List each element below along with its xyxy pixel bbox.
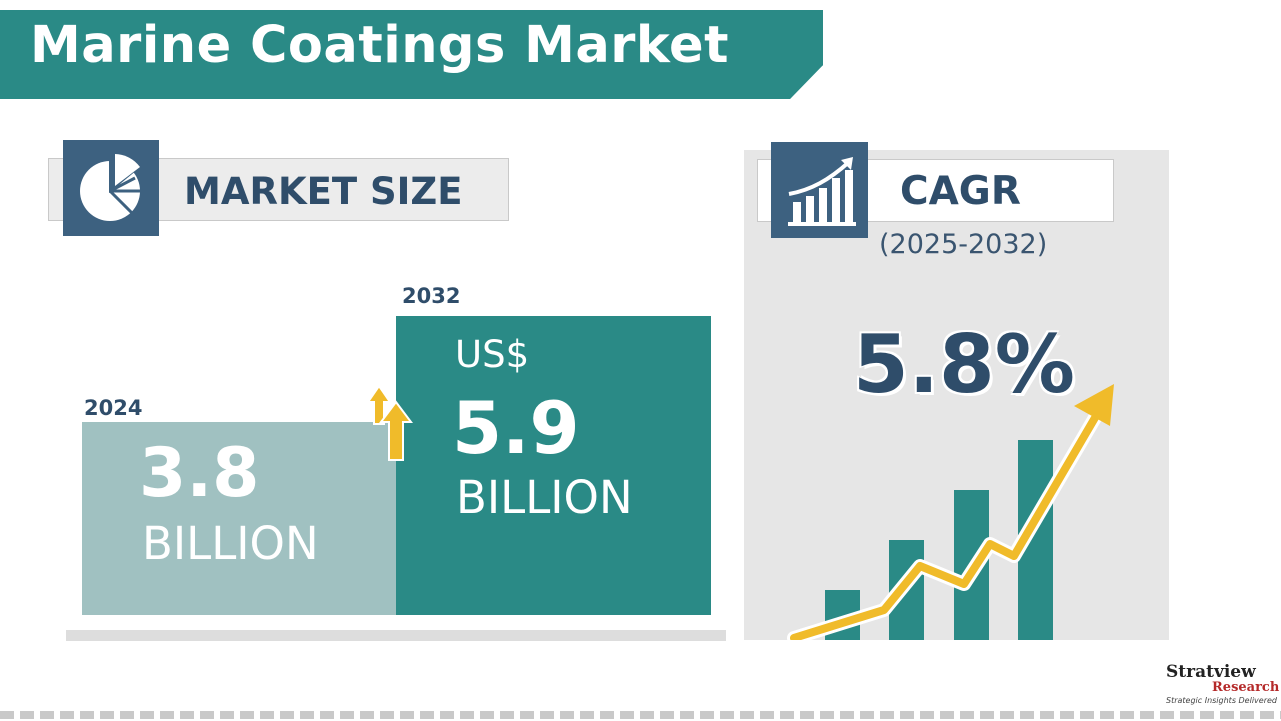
- unit-2032: BILLION: [456, 471, 633, 524]
- trend-arrow-line: [790, 412, 1100, 640]
- cagr-growth-chart: [787, 384, 1114, 640]
- value-2032: 5.9: [452, 386, 580, 470]
- trend-arrow-head: [1074, 384, 1114, 426]
- growth-arrows-icon: [366, 384, 413, 461]
- bar-2024: [82, 422, 398, 615]
- pie-chart-icon: [63, 140, 159, 236]
- bar-2032: [396, 316, 711, 615]
- bar-year-2032: 2032: [402, 284, 461, 308]
- cagr-value: 5.8%: [853, 318, 1075, 411]
- title-banner: [0, 10, 823, 99]
- logo-tagline: Strategic Insights Delivered: [1166, 696, 1277, 705]
- currency-2032: US$: [455, 333, 530, 376]
- bar-baseline: [66, 630, 726, 641]
- bar-year-2024: 2024: [84, 396, 143, 420]
- stratview-logo: Stratview Research Strategic Insights De…: [1162, 658, 1280, 708]
- unit-2024: BILLION: [142, 517, 319, 570]
- logo-sub: Research: [1212, 680, 1280, 695]
- cagr-period: (2025-2032): [879, 229, 1048, 260]
- growth-chart-icon: [771, 142, 868, 238]
- market-size-label: MARKET SIZE: [184, 170, 463, 213]
- value-2024: 3.8: [139, 434, 260, 513]
- bottom-divider: [0, 711, 1281, 719]
- page-title: Marine Coatings Market: [30, 16, 729, 75]
- logo-name: Stratview: [1166, 662, 1256, 682]
- cagr-label: CAGR: [900, 169, 1021, 214]
